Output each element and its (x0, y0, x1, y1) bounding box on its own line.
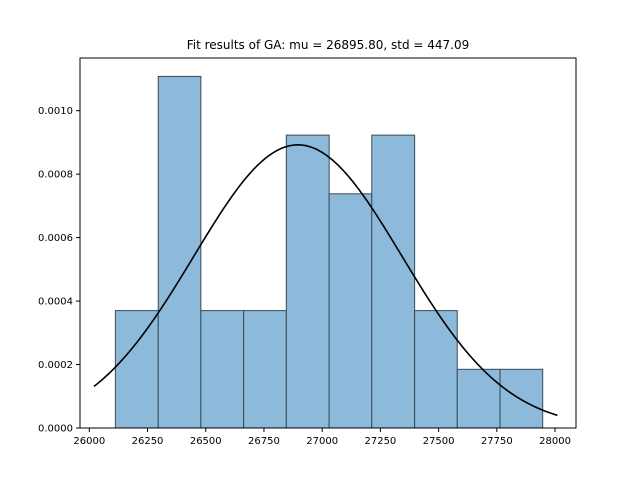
chart-title: Fit results of GA: mu = 26895.80, std = … (187, 38, 470, 52)
axes-frame (79, 57, 577, 429)
x-tick-label: 27000 (306, 436, 338, 447)
histogram-bar (243, 310, 287, 429)
histogram-bar (157, 75, 202, 429)
x-tick-label: 27250 (364, 436, 396, 447)
y-axis: 0.0000 0.0002 0.0004 0.0006 0.0008 0.0010 (38, 106, 80, 435)
histogram-bar (456, 368, 501, 429)
x-tick-label: 26750 (248, 436, 280, 447)
x-tick-label: 28000 (539, 436, 571, 447)
histogram-bars (114, 75, 544, 429)
histogram-bar (285, 134, 330, 429)
x-tick-label: 26000 (73, 436, 105, 447)
y-tick-label: 0.0010 (38, 106, 73, 117)
x-tick-label: 26250 (132, 436, 164, 447)
histogram-bar (499, 368, 544, 429)
y-tick-label: 0.0006 (38, 233, 73, 244)
x-tick-label: 26500 (190, 436, 222, 447)
histogram-bar (200, 310, 245, 429)
y-tick-label: 0.0000 (38, 424, 73, 435)
histogram-bar (328, 193, 373, 429)
x-tick-label: 27500 (423, 436, 455, 447)
x-tick-label: 27750 (481, 436, 513, 447)
histogram-bar (414, 310, 458, 429)
x-axis: 26000 26250 26500 26750 27000 27250 27500 27750… (73, 428, 571, 447)
y-tick-label: 0.0002 (38, 360, 73, 371)
y-tick-label: 0.0004 (38, 297, 73, 308)
normal-fit-curve (93, 144, 558, 417)
y-tick-label: 0.0008 (38, 170, 73, 181)
histogram-bar (114, 310, 159, 429)
histogram-bar (371, 134, 416, 429)
